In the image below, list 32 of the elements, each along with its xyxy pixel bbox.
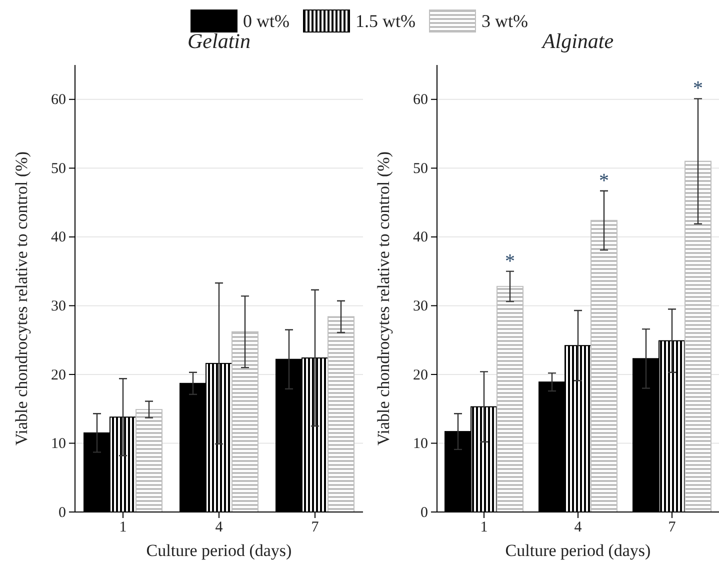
x-axis-title: Culture period (days) [505,541,651,560]
y-axis-title: Viable chondrocytes relative to control (%) [12,151,31,446]
x-axis-title: Culture period (days) [146,541,292,560]
y-tick-label: 30 [413,298,428,314]
legend-label: 3 wt% [482,11,528,31]
y-tick-label: 20 [51,367,66,384]
y-tick-label: 60 [413,92,428,108]
annotation: * [599,170,609,192]
x-tick-label: 7 [311,520,320,536]
x-tick-label: 1 [119,520,127,536]
y-tick-label: 50 [51,160,66,177]
annotation: * [693,78,703,100]
y-tick-label: 0 [420,504,428,521]
y-tick-label: 20 [413,367,428,384]
annotation: * [505,250,515,272]
x-tick-label: 4 [215,520,224,536]
legend-label: 0 wt% [243,11,290,31]
y-tick-label: 60 [51,92,66,108]
y-tick-label: 40 [413,230,428,246]
chart-title: Alginate [540,29,614,53]
y-tick-label: 50 [413,160,428,177]
x-tick-label: 1 [480,520,488,536]
y-tick-label: 10 [413,436,428,452]
chart-title: Gelatin [188,29,250,53]
y-tick-label: 0 [58,504,66,521]
x-tick-label: 4 [574,520,582,536]
legend-label: 1.5 wt% [356,11,416,31]
x-tick-label: 7 [668,520,676,536]
y-tick-label: 40 [51,230,66,246]
y-tick-label: 30 [51,298,66,314]
y-tick-label: 10 [51,436,66,452]
y-axis-title: Viable chondrocytes relative to control (%) [374,151,393,446]
